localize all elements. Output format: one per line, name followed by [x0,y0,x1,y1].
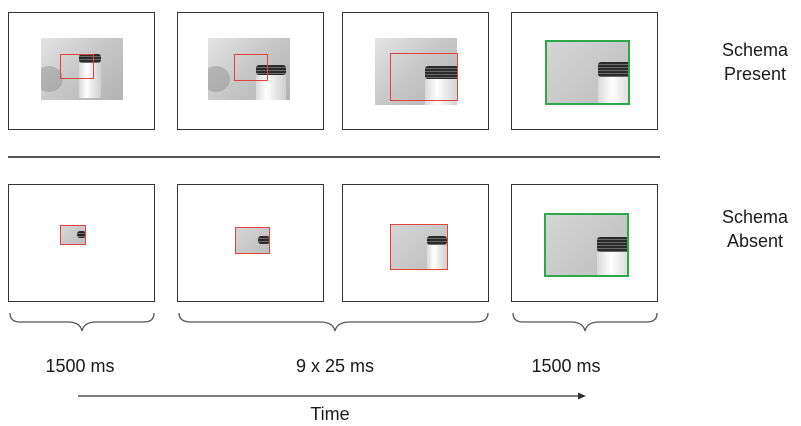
schema-present-label: Schema Present [710,38,800,86]
brace-middle [178,312,489,332]
present-target-image [545,40,629,103]
present-frame-1 [8,12,155,130]
schema-present-line-2: Present [723,64,787,84]
absent-frame-1 [8,184,155,302]
schema-absent-line-1: Schema [721,207,789,227]
schema-absent-label: Schema Absent [710,205,800,253]
duration-last-label: 1500 ms [531,356,601,376]
absent-frame-4 [511,184,658,302]
brace-last [512,312,658,332]
absent-frame-3 [342,184,489,302]
present-scene-image-2 [208,38,290,100]
absent-frame-2 [177,184,324,302]
schema-absent-line-2: Absent [726,231,784,251]
present-frame-2 [177,12,324,130]
schema-present-line-1: Schema [721,40,789,60]
present-cue-box-2 [234,54,268,81]
absent-scene-image-1 [60,225,86,245]
time-arrow-head [578,392,586,400]
absent-cue-box-1 [60,225,86,245]
present-scene-image-3 [375,38,457,105]
absent-target-image [544,213,628,276]
duration-first-label: 1500 ms [45,356,115,376]
time-label: Time [310,404,350,424]
present-cue-box-3 [390,53,458,101]
absent-target-box [544,213,629,277]
absent-cue-box-3 [390,224,448,270]
absent-scene-image-2 [235,227,270,254]
absent-scene-image-3 [390,224,447,269]
present-cue-box-1 [60,54,94,79]
present-target-box [545,40,630,105]
absent-cue-box-2 [235,227,270,254]
brace-first [9,312,155,332]
present-scene-image-1 [41,38,123,100]
present-frame-4 [511,12,658,130]
row-divider [8,156,660,158]
duration-middle-label: 9 x 25 ms [295,356,375,376]
present-frame-3 [342,12,489,130]
